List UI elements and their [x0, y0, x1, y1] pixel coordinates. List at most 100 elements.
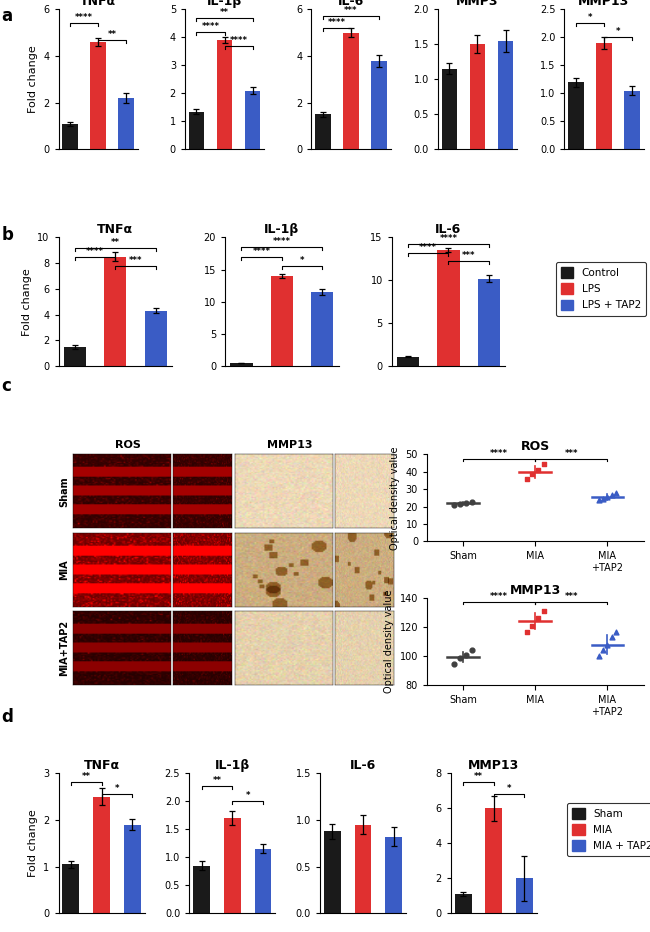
Point [455, 497, 465, 512]
Bar [568, 82, 584, 149]
Point [461, 496, 471, 511]
Bar [498, 41, 514, 149]
Title: ROS: ROS [521, 440, 550, 453]
Text: **: ** [111, 238, 120, 247]
Bar [224, 818, 240, 913]
Point [603, 489, 613, 504]
Point [467, 643, 477, 658]
Point [521, 624, 532, 639]
Bar [311, 292, 333, 366]
Point [606, 487, 617, 502]
Text: ****: **** [273, 237, 291, 246]
Bar [230, 363, 253, 366]
Bar [118, 98, 134, 149]
Text: ****: **** [439, 234, 458, 243]
Bar [271, 276, 293, 366]
Text: *: * [507, 784, 512, 793]
Bar [193, 866, 210, 913]
Text: ****: **** [229, 35, 248, 45]
Point [598, 491, 608, 506]
Bar [93, 797, 110, 913]
Bar [62, 864, 79, 913]
Y-axis label: Fold change: Fold change [28, 810, 38, 877]
Text: c: c [1, 377, 11, 395]
Text: ****: **** [490, 592, 508, 601]
Point [455, 651, 465, 665]
Title: MMP13: MMP13 [578, 0, 630, 8]
Point [606, 630, 617, 645]
Text: ****: **** [328, 18, 346, 27]
Text: *: * [300, 256, 304, 266]
Bar [64, 347, 86, 366]
Bar [437, 251, 460, 366]
Point [533, 611, 543, 626]
Text: Sham: Sham [59, 476, 70, 507]
Bar [255, 849, 272, 913]
Point [461, 648, 471, 663]
Title: IL-1β: IL-1β [265, 223, 300, 236]
Text: *: * [588, 13, 592, 22]
Text: **: ** [213, 775, 222, 785]
Text: *: * [114, 784, 119, 793]
Bar [343, 33, 359, 149]
Bar [355, 825, 372, 913]
Bar [315, 115, 331, 149]
Text: **: ** [82, 772, 91, 781]
Point [533, 462, 543, 477]
Title: MMP3: MMP3 [456, 0, 499, 8]
Title: TNFα: TNFα [83, 760, 120, 772]
Point [598, 643, 608, 658]
Text: **: ** [474, 772, 483, 781]
Title: IL-6: IL-6 [338, 0, 364, 8]
Text: ***: *** [565, 592, 578, 601]
Bar [216, 40, 232, 149]
Text: d: d [1, 708, 13, 726]
Text: ***: *** [129, 255, 142, 265]
Bar [62, 124, 77, 149]
Legend: Control, LPS, LPS + TAP2: Control, LPS, LPS + TAP2 [556, 262, 646, 316]
Bar [90, 42, 106, 149]
Text: ****: **** [86, 247, 104, 255]
Y-axis label: Optical density value: Optical density value [384, 590, 394, 693]
Text: MMP13: MMP13 [267, 440, 313, 449]
Point [527, 618, 538, 633]
Point [521, 472, 532, 487]
Bar [324, 831, 341, 913]
Point [611, 486, 621, 500]
Point [539, 457, 549, 472]
Text: ***: *** [344, 7, 358, 15]
Bar [441, 69, 457, 149]
Bar [625, 90, 640, 149]
Text: ***: *** [565, 449, 578, 458]
Y-axis label: Optical density value: Optical density value [390, 446, 400, 550]
Title: IL-1β: IL-1β [214, 760, 250, 772]
Title: MMP13: MMP13 [468, 760, 519, 772]
Text: MIA+TAP2: MIA+TAP2 [59, 620, 70, 677]
Bar [596, 43, 612, 149]
Point [527, 467, 538, 482]
Bar [104, 256, 126, 366]
Bar [124, 825, 140, 913]
Text: ****: **** [75, 13, 93, 22]
Text: ****: **** [419, 243, 437, 252]
Text: a: a [1, 7, 12, 24]
Point [593, 493, 604, 508]
Text: ****: **** [490, 449, 508, 458]
Text: ****: **** [253, 247, 270, 255]
Text: b: b [1, 226, 13, 243]
Text: *: * [246, 791, 250, 801]
Legend: Sham, MIA, MIA + TAP2: Sham, MIA, MIA + TAP2 [567, 802, 650, 856]
Title: IL-6: IL-6 [350, 760, 376, 772]
Bar [397, 357, 419, 366]
Text: ***: *** [462, 252, 475, 260]
Title: IL-1β: IL-1β [207, 0, 242, 8]
Title: TNFα: TNFα [80, 0, 116, 8]
Bar [188, 112, 204, 149]
Bar [516, 878, 533, 913]
Bar [371, 61, 387, 149]
Y-axis label: Fold change: Fold change [28, 46, 38, 113]
Bar [478, 279, 500, 366]
Point [611, 624, 621, 639]
Title: IL-6: IL-6 [436, 223, 461, 236]
Point [539, 604, 549, 619]
